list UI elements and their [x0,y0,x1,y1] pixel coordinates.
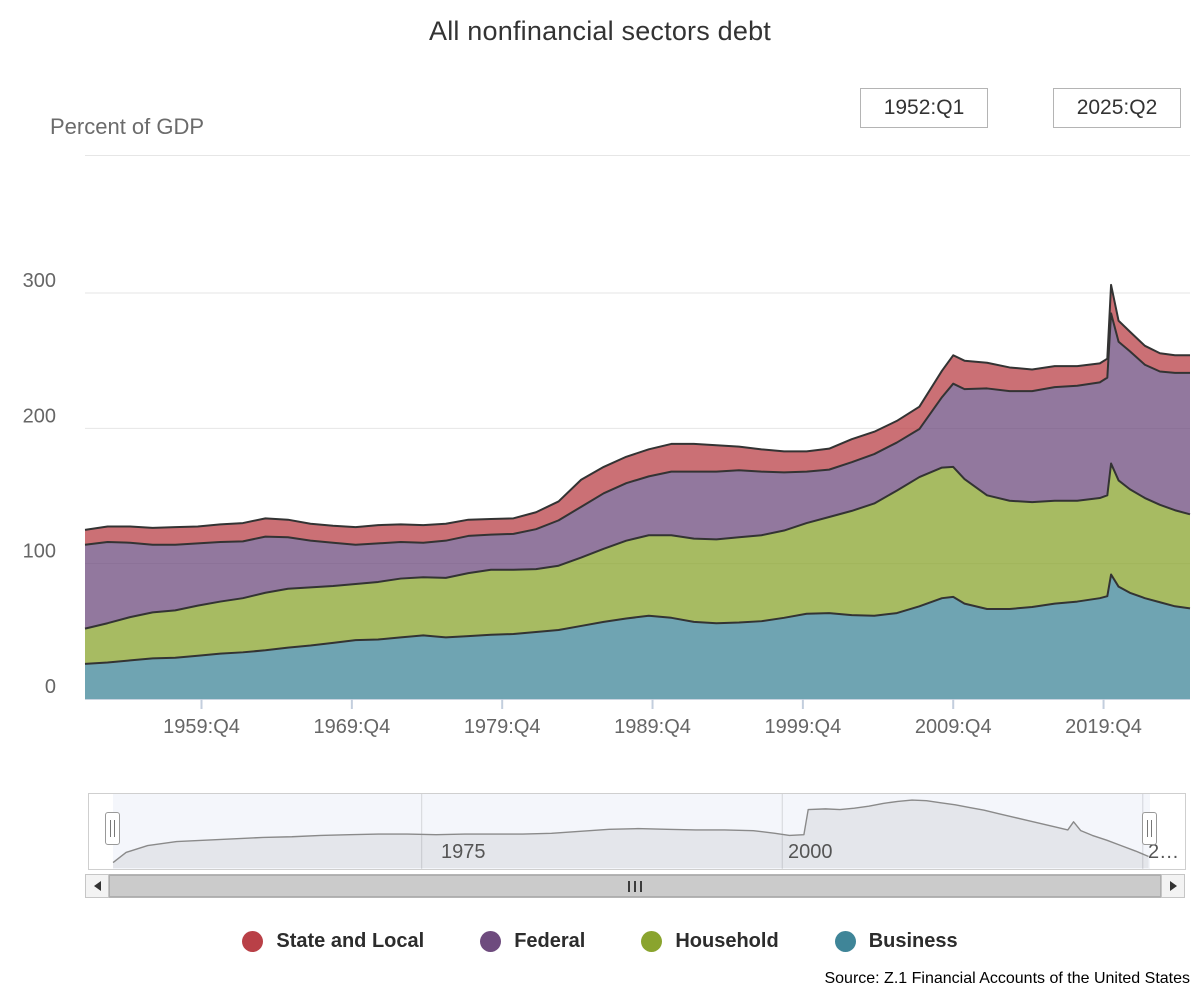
y-tick-label: 300 [23,270,56,292]
scrollbar-right-button[interactable] [1161,874,1185,898]
x-tick-label: 1969:Q4 [313,716,390,738]
legend-item-business[interactable]: Business [834,930,958,953]
legend-label: State and Local [276,930,425,952]
y-tick-label: 100 [23,541,56,563]
range-start-input[interactable] [860,88,988,128]
y-tick-label: 200 [23,405,56,427]
navigator-handle-right[interactable] [1142,812,1157,845]
line-federal [84,312,1190,546]
area-state-and-local [85,284,1190,545]
x-tick-label: 1979:Q4 [464,716,541,738]
legend-label: Business [868,930,958,952]
area-household [85,463,1190,664]
scrollbar-track[interactable] [109,874,1161,898]
line-household [84,462,1191,630]
x-tick-label: 2019:Q4 [1065,716,1142,738]
series-marker-icon [834,931,856,952]
legend: State and Local Federal Household Busine… [0,930,1200,953]
x-tick-label: 2009:Q4 [915,716,992,738]
series-marker-icon [242,931,264,952]
series-marker-icon [641,931,663,952]
legend-label: Household [675,930,779,952]
navigator-handle-left[interactable] [105,812,120,845]
x-tick-label: 1989:Q4 [614,716,691,738]
navigator-axis-label: 2… [1148,841,1180,863]
navigator-axis-label: 2000 [788,841,833,863]
area-business [85,574,1190,699]
grip-icon [628,880,630,892]
navigator-axis-label: 1975 [441,841,486,863]
legend-item-state-and-local[interactable]: State and Local [242,930,424,953]
right-arrow-icon [1169,881,1177,891]
scrollbar-thumb[interactable] [109,875,1161,897]
page-title: All nonfinancial sectors debt [429,16,771,46]
grip-icon [640,880,642,892]
source-credit: Source: Z.1 Financial Accounts of the Un… [824,970,1190,987]
x-tick-label: 1959:Q4 [163,716,240,738]
line-business [84,573,1191,665]
legend-item-federal[interactable]: Federal [480,930,585,953]
legend-label: Federal [514,930,586,952]
series-marker-icon [480,931,502,952]
scrollbar-left-button[interactable] [85,874,109,898]
y-axis-title: Percent of GDP [50,114,205,139]
legend-item-household[interactable]: Household [641,930,779,953]
area-federal [85,313,1190,629]
line-state-and-local [84,283,1190,531]
y-tick-label: 0 [45,676,56,698]
navigator[interactable] [88,793,1186,870]
x-tick-label: 1999:Q4 [765,716,842,738]
grip-icon [634,880,636,892]
scrollbar [85,874,1185,898]
left-arrow-icon [93,881,101,891]
range-end-input[interactable] [1053,88,1181,128]
